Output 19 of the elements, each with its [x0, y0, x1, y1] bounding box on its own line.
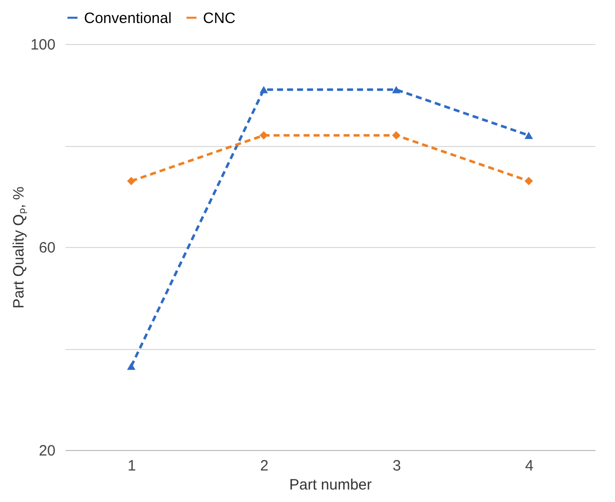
point — [524, 132, 533, 139]
point — [524, 176, 533, 186]
y-tick-label: 100 — [30, 36, 56, 54]
point — [260, 131, 268, 140]
x-tick-label: 4 — [525, 458, 534, 474]
point — [127, 176, 136, 186]
y-axis-title: Part Quality Qₚ, % — [10, 186, 28, 308]
point — [260, 86, 268, 94]
y-tick-label: 20 — [38, 442, 56, 460]
y-tick-label: 60 — [38, 240, 56, 256]
point — [392, 131, 400, 140]
legend-label: Conventional — [84, 10, 172, 27]
point — [392, 86, 400, 94]
legend-label: CNC — [203, 10, 236, 27]
x-tick-label: 3 — [392, 458, 401, 474]
point — [127, 362, 136, 370]
x-tick-label: 2 — [260, 458, 268, 474]
x-tick-label: 1 — [128, 458, 136, 474]
x-axis-title: Part number — [289, 476, 372, 494]
